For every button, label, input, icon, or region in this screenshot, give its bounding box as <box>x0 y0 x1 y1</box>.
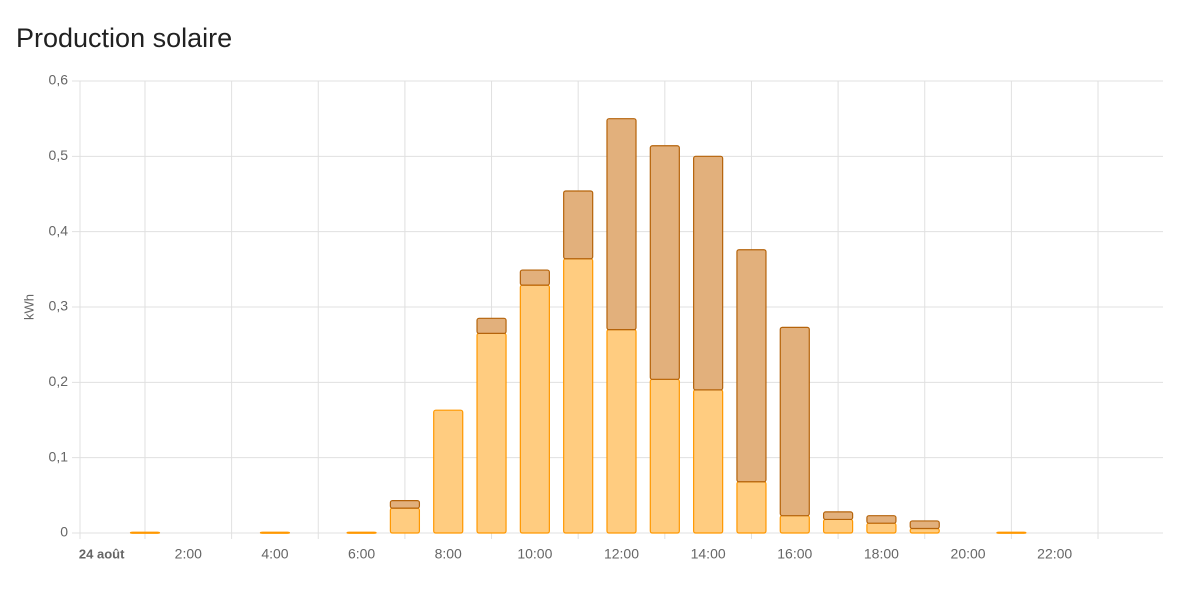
bar-segment <box>822 518 854 534</box>
bar-segment <box>866 522 897 534</box>
bar-segment <box>736 481 767 534</box>
bar-segment <box>693 155 724 391</box>
y-tick-label: 0 <box>60 524 68 540</box>
x-tick-label: 18:00 <box>864 546 899 562</box>
bar-segment <box>693 389 724 534</box>
y-tick-label: 0,1 <box>49 448 69 464</box>
y-tick-label: 0,3 <box>49 298 69 314</box>
x-tick-label: 16:00 <box>777 546 812 562</box>
y-tick-label: 0,5 <box>49 147 69 163</box>
x-tick-label: 8:00 <box>435 546 462 562</box>
chart-title: Production solaire <box>16 23 232 53</box>
y-tick-label: 0,2 <box>49 373 69 389</box>
y-tick-label: 0,4 <box>49 222 69 238</box>
bar-segment <box>909 520 940 530</box>
bar-segment <box>563 190 594 260</box>
bar-segment <box>606 118 637 331</box>
x-tick-label: 20:00 <box>951 546 986 562</box>
bar-segment <box>822 511 854 521</box>
bar-segment <box>736 249 767 483</box>
bar-segment <box>389 507 421 534</box>
x-tick-label: 14:00 <box>691 546 726 562</box>
bar-segment <box>779 326 810 517</box>
x-tick-label: 6:00 <box>348 546 375 562</box>
y-tick-label: 0,6 <box>49 72 69 88</box>
bar-segment <box>389 500 421 509</box>
bar-segment <box>649 145 680 380</box>
x-tick-label: 22:00 <box>1037 546 1072 562</box>
bar-segment <box>346 531 377 534</box>
x-tick-label: 12:00 <box>604 546 639 562</box>
bar-segment <box>996 531 1027 534</box>
bar-segment <box>866 515 897 524</box>
bar-segment <box>476 332 507 534</box>
bar-segment <box>519 269 550 286</box>
bar-segment <box>476 317 507 334</box>
bar-segment <box>649 378 680 534</box>
bar-segment <box>606 329 637 534</box>
y-axis-label: kWh <box>21 294 36 320</box>
x-tick-label: 2:00 <box>175 546 202 562</box>
bar-segment <box>433 409 464 534</box>
bar-segment <box>259 531 291 534</box>
x-tick-label: 24 août <box>79 546 125 561</box>
x-tick-label: 10:00 <box>517 546 552 562</box>
bar-segment <box>563 258 594 534</box>
bar-segment <box>129 531 161 534</box>
bar-segment <box>519 284 550 534</box>
bar-segment <box>779 515 810 534</box>
x-tick-label: 4:00 <box>261 546 288 562</box>
bar-segment <box>909 527 940 534</box>
